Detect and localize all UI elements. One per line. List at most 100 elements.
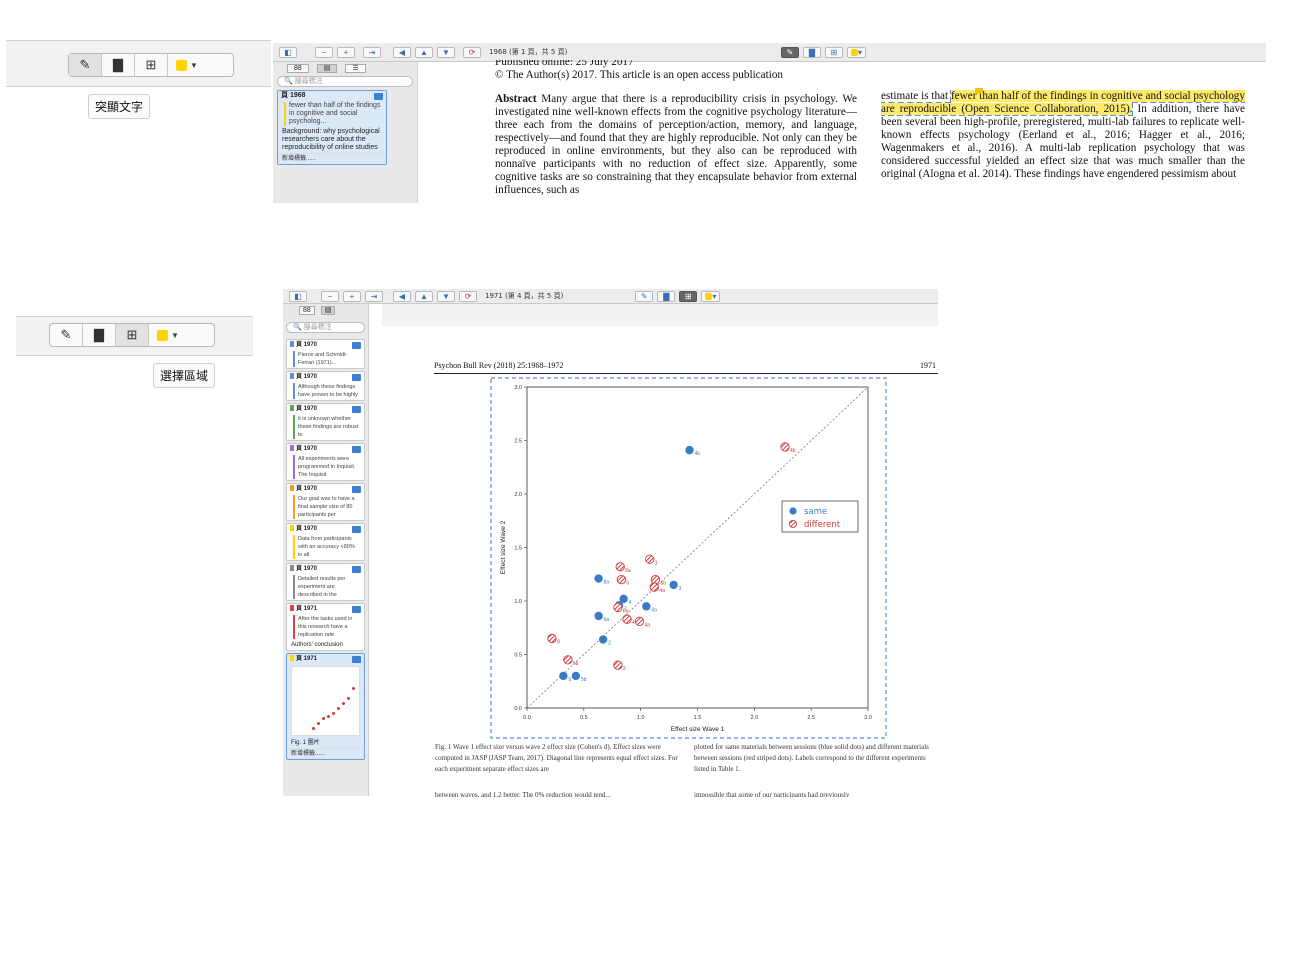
annotation-highlight-text: fewer than half of the findings in cogni… [284, 102, 382, 126]
highlight-tooltip: 突顯文字 [88, 94, 151, 119]
chevron-down-icon: ▼ [171, 330, 179, 340]
highlight-tool-button-small[interactable]: ✎ [635, 290, 654, 302]
data-point-label: 4 [629, 600, 632, 606]
fit-width-button[interactable]: ⇥ [363, 46, 381, 58]
zoom-in-button[interactable]: + [343, 290, 361, 302]
highlight-icon [374, 92, 383, 100]
data-point-same [594, 611, 603, 621]
note-tool-button-small[interactable]: ▇ [802, 46, 821, 58]
body-text-right: impossible that some of our participants… [694, 791, 850, 797]
x-tick-label: 0.5 [580, 715, 588, 721]
x-tick-label: 0.0 [523, 715, 531, 721]
zoom-out-button[interactable]: − [321, 290, 339, 302]
data-point-label: 4a [659, 588, 665, 594]
annotation-list: 頁 1970 Pierce and Schmidt-Ferrari (1971).… [283, 339, 368, 760]
note-tool-button[interactable]: ▇ [83, 324, 116, 346]
annotation-card[interactable]: 頁 1971 Fig. 1 圖片 新增標籤...... [286, 653, 365, 760]
data-point-label: 1 [655, 560, 658, 566]
annotation-color-icon [290, 373, 294, 380]
annotation-card[interactable]: 頁 1970 Data from participants with an acc… [286, 523, 365, 561]
page-header-left: Psychon Bull Rev (2018) 25:1968–1972 [434, 361, 564, 370]
data-point-different [563, 655, 573, 665]
toggle-sidebar-button[interactable]: ◧ [279, 46, 297, 58]
next-page-button[interactable]: ▼ [437, 46, 455, 58]
data-point-same [598, 635, 608, 644]
area-tool-button[interactable]: ⊞ [116, 324, 149, 346]
annotation-card[interactable]: 頁 1971 After the tasks used in this resea… [286, 603, 365, 651]
bottom-annotation-sidebar: 88 ▤ 🔍 搜尋標注 頁 1970 Pierce and Schmidt-Fer… [283, 304, 369, 796]
highlight-marker-icon[interactable] [975, 88, 983, 94]
annotation-tags[interactable]: 新增標籤...... [287, 748, 364, 759]
page-indicator[interactable]: 1971 (第 4 頁，共 5 頁) [485, 292, 564, 300]
pen-icon: ✎ [60, 327, 72, 342]
area-tool-button-small[interactable]: ⊞ [679, 290, 698, 302]
note-tool-button-small[interactable]: ▇ [657, 290, 676, 302]
x-tick-label: 2.0 [751, 715, 759, 721]
color-picker-small[interactable]: ▾ [701, 290, 721, 302]
annotation-card[interactable]: 頁 1970 it is unknown whether these findin… [286, 403, 365, 441]
tab-annotations[interactable]: ▤ [320, 306, 336, 315]
toggle-sidebar-button[interactable]: ◧ [289, 290, 307, 302]
annotation-card[interactable]: 頁 1970 Our goal was to have a final sampl… [286, 483, 365, 521]
annotation-card[interactable]: 頁 1970 Pierce and Schmidt-Ferrari (1971).… [286, 339, 365, 369]
sidebar-tabs: 88 ▤ [283, 304, 368, 316]
annotation-card[interactable]: 頁 1968 fewer than half of the findings i… [277, 90, 387, 165]
annotation-header: 頁 1970 [287, 484, 364, 494]
top-reader-toolbar: ◧ − + ⇥ ◀ ▲ ▼ ⟳ 1968 (第 1 頁，共 5 頁) ✎ ▇ ⊞… [273, 43, 1266, 62]
note-icon: ▇ [113, 57, 123, 72]
y-axis-label: Effect size Wave 2 [500, 520, 507, 574]
back-button[interactable]: ◀ [393, 290, 411, 302]
prev-page-button[interactable]: ▲ [415, 290, 433, 302]
zoom-out-button[interactable]: − [315, 46, 333, 58]
annotation-card[interactable]: 頁 1970 All experiments were programmed in… [286, 443, 365, 481]
note-tool-button[interactable]: ▇ [102, 54, 135, 76]
annotation-card[interactable]: 頁 1970 Detailed results per experiment ar… [286, 563, 365, 601]
back-button[interactable]: ◀ [393, 46, 411, 58]
annotation-tags[interactable]: 新增標籤...... [278, 153, 386, 164]
area-tool-button-small[interactable]: ⊞ [824, 46, 843, 58]
annotation-highlight-text: Detailed results per experiment are desc… [293, 575, 360, 599]
highlight-tool-button[interactable]: ✎ [50, 324, 83, 346]
zoom-in-button[interactable]: + [337, 46, 355, 58]
annotation-page: 頁 1968 [281, 92, 306, 99]
tab-outline[interactable]: ☰ [345, 64, 366, 73]
area-tool-button[interactable]: ⊞ [135, 54, 168, 76]
color-picker-button[interactable]: ▼ [168, 54, 206, 76]
y-tick-label: 0.0 [514, 706, 522, 712]
annotation-color-icon [290, 485, 294, 492]
prev-page-button[interactable]: ▲ [415, 46, 433, 58]
rotate-button[interactable]: ⟳ [463, 46, 481, 58]
y-tick-label: 1.5 [514, 546, 522, 552]
tab-thumbnails[interactable]: 88 [287, 64, 309, 73]
body-text-left: between waves, and 1.2 better. The 0% re… [435, 791, 611, 797]
color-picker-button[interactable]: ▼ [149, 324, 187, 346]
annotation-card[interactable]: 頁 1970 Although these findings have prove… [286, 371, 365, 401]
annotation-search-input[interactable]: 🔍 搜尋標注 [286, 322, 365, 333]
thumbnail-dot [312, 727, 315, 730]
search-placeholder: 搜尋標注 [294, 78, 323, 85]
header-rule [434, 373, 938, 374]
y-tick-label: 2.5 [514, 439, 522, 445]
annotation-comment[interactable]: Background: why psychological researcher… [282, 128, 380, 151]
x-tick-label: 1.0 [637, 715, 645, 721]
highlight-tool-button[interactable]: ✎ [69, 54, 102, 76]
next-page-button[interactable]: ▼ [437, 290, 455, 302]
highlight-tool-button-small[interactable]: ✎ [780, 46, 799, 58]
data-point-label: 6b [651, 607, 657, 613]
note-icon: ▇ [94, 327, 104, 342]
tab-thumbnails[interactable]: 88 [299, 306, 315, 315]
annotation-search-input[interactable]: 🔍 搜尋標注 [277, 76, 413, 87]
tab-annotations[interactable]: ▤ [316, 64, 338, 73]
annotation-comment[interactable]: Fig. 1 圖片 [291, 740, 320, 746]
annotation-type-icon [352, 565, 361, 573]
thumbnail-dot [317, 722, 320, 725]
fit-width-button[interactable]: ⇥ [365, 290, 383, 302]
thumbnail-dot [352, 687, 355, 690]
annotation-type-icon [352, 485, 361, 493]
page-header-right: 1971 [920, 361, 936, 370]
chevron-down-icon: ▼ [190, 60, 198, 70]
annotation-comment[interactable]: Authors' conclusion [291, 642, 343, 648]
color-picker-small[interactable]: ▾ [846, 46, 866, 58]
rotate-button[interactable]: ⟳ [459, 290, 477, 302]
page-indicator[interactable]: 1968 (第 1 頁，共 5 頁) [489, 48, 568, 56]
